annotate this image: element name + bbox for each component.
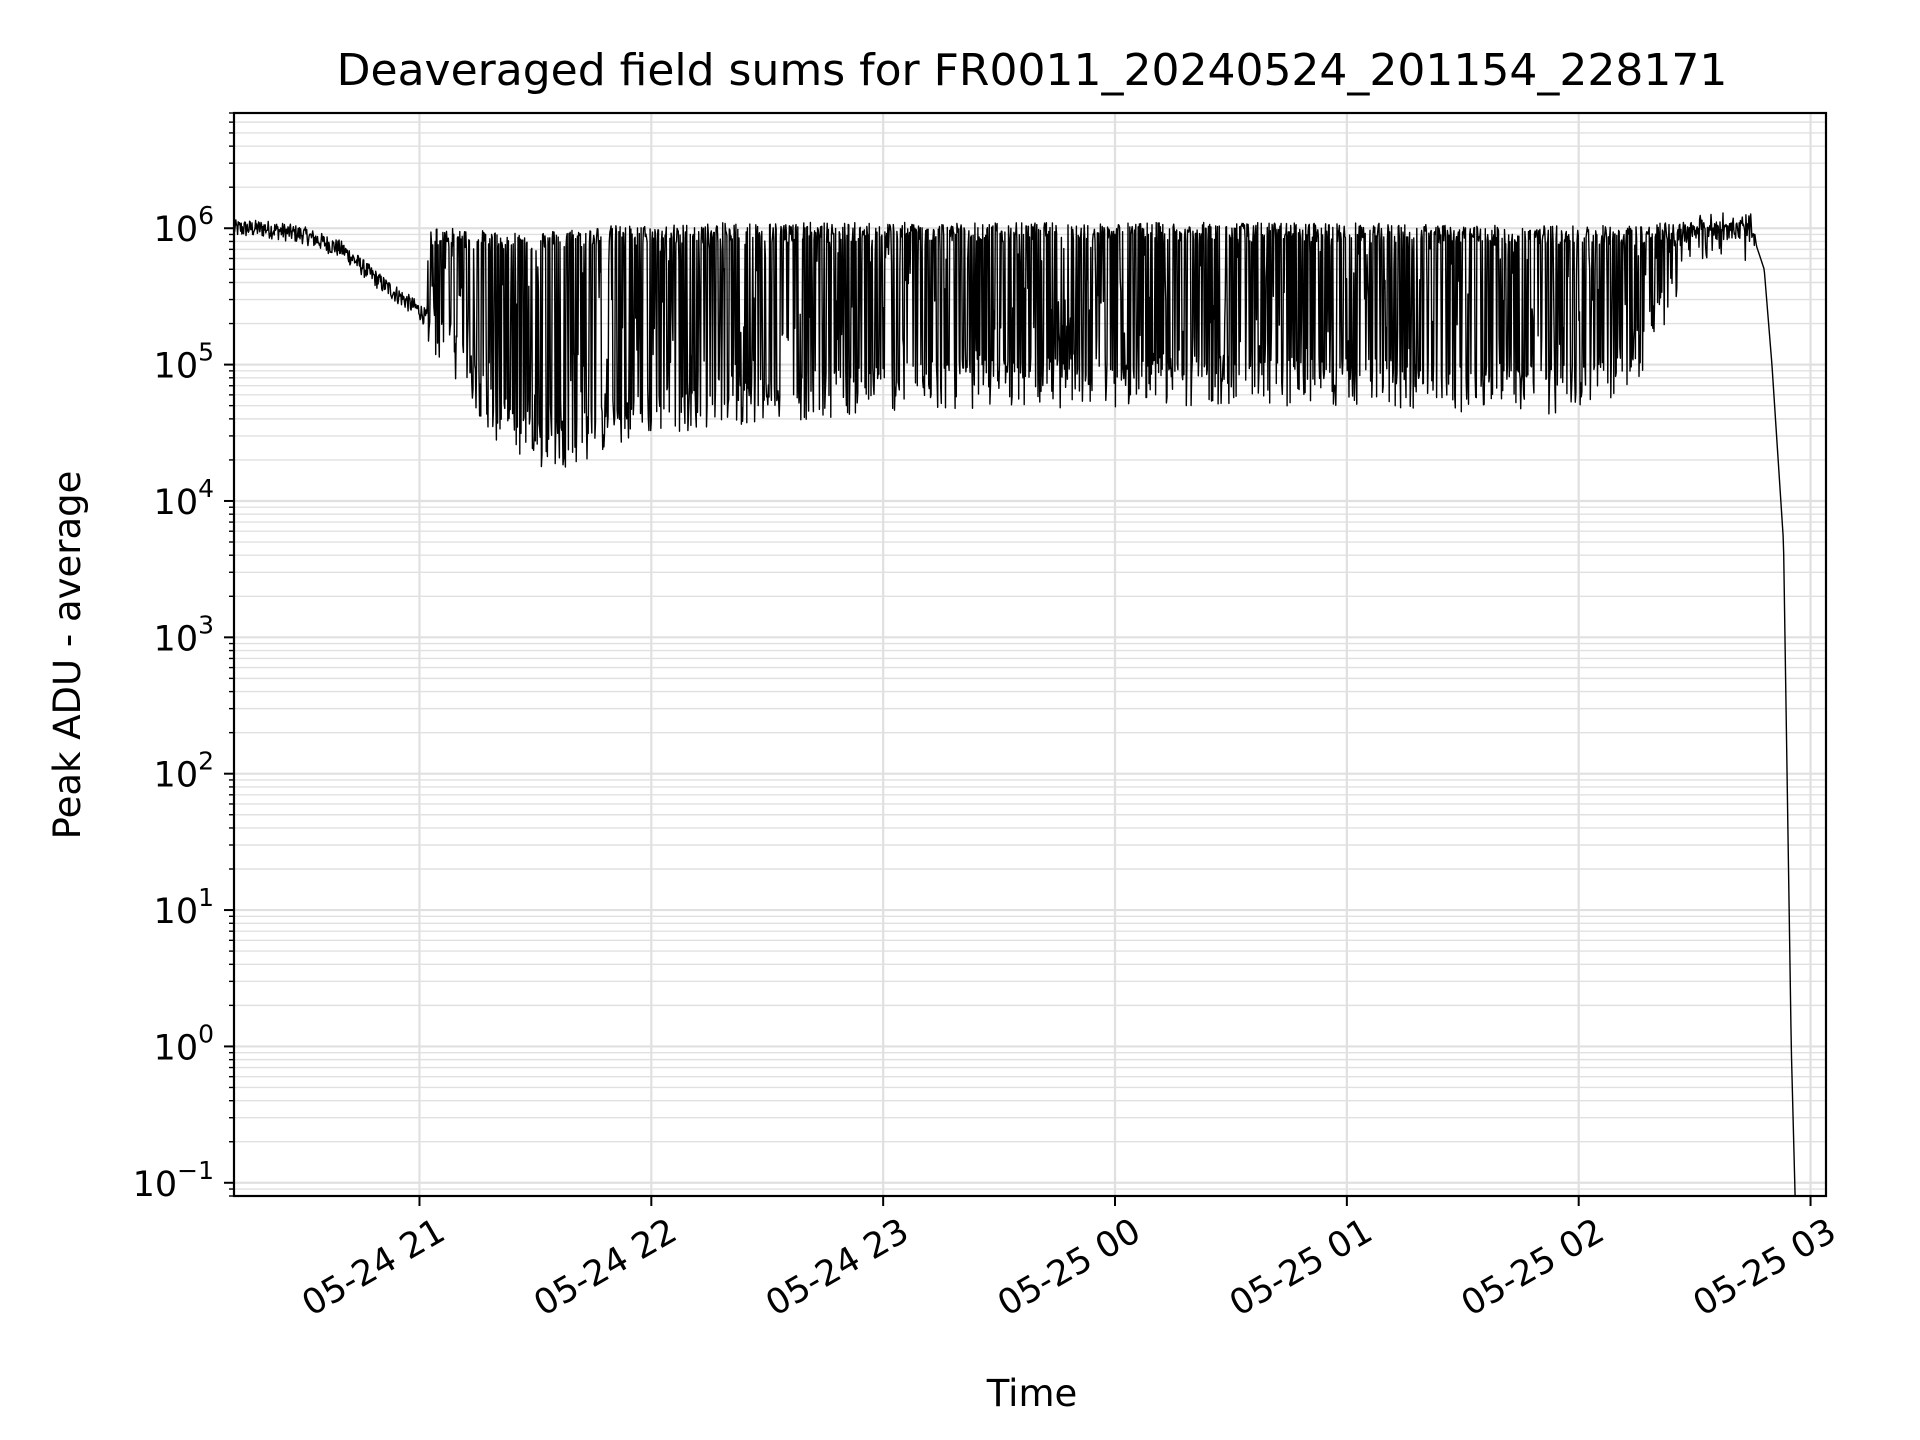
y-tick-label: 101	[154, 883, 214, 932]
y-tick-label: 105	[154, 338, 214, 387]
y-tick-label: 10−1	[133, 1156, 214, 1205]
y-tick-label-exponent: 4	[198, 474, 214, 503]
y-tick-label-base: 10	[154, 483, 199, 523]
y-tick-label-exponent: 2	[198, 747, 214, 776]
y-tick-label: 103	[154, 610, 214, 659]
y-tick-label: 104	[154, 474, 214, 523]
series-group	[233, 212, 1796, 1197]
y-tick-label-exponent: 0	[198, 1019, 214, 1048]
y-tick-label-base: 10	[154, 892, 199, 932]
y-tick-label: 100	[154, 1019, 214, 1068]
y-tick-label-exponent: 6	[198, 201, 214, 230]
y-tick-label-base: 10	[154, 619, 199, 659]
series-line	[233, 212, 1796, 1197]
y-tick-label-base: 10	[154, 756, 199, 796]
y-tick-label-base: 10	[133, 1165, 178, 1205]
x-axis-label: Time	[986, 1372, 1078, 1415]
y-axis-label: Peak ADU - average	[46, 471, 89, 840]
y-tick-label: 102	[154, 747, 214, 796]
y-tick-label-base: 10	[154, 210, 199, 250]
y-tick-label: 106	[154, 201, 214, 250]
chart-title: Deaveraged field sums for FR0011_2024052…	[337, 45, 1728, 96]
y-tick-label-base: 10	[154, 347, 199, 387]
y-tick-label-base: 10	[154, 1028, 199, 1068]
y-tick-label-exponent: 1	[198, 883, 214, 912]
plot-frame	[232, 111, 1828, 1198]
y-tick-label-exponent: 5	[198, 338, 214, 367]
y-tick-label-exponent: 3	[198, 610, 214, 639]
y-tick-label-exponent: −1	[177, 1156, 214, 1185]
